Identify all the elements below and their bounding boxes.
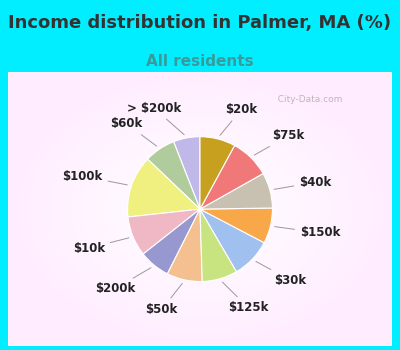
- Wedge shape: [200, 137, 234, 209]
- Wedge shape: [200, 174, 272, 209]
- Text: $150k: $150k: [275, 226, 340, 239]
- Text: $20k: $20k: [220, 103, 258, 135]
- Wedge shape: [148, 142, 200, 209]
- Text: $30k: $30k: [256, 261, 306, 287]
- Text: $100k: $100k: [62, 170, 127, 185]
- Wedge shape: [168, 209, 202, 281]
- Wedge shape: [200, 208, 272, 243]
- Wedge shape: [200, 146, 263, 209]
- Wedge shape: [143, 209, 200, 274]
- Text: City-Data.com: City-Data.com: [272, 95, 343, 104]
- Wedge shape: [128, 209, 200, 254]
- Text: $50k: $50k: [146, 284, 182, 316]
- Text: $40k: $40k: [274, 176, 332, 189]
- Text: $10k: $10k: [73, 238, 129, 254]
- Text: $75k: $75k: [254, 130, 304, 155]
- Text: All residents: All residents: [146, 54, 254, 69]
- Text: $60k: $60k: [110, 117, 157, 146]
- Wedge shape: [174, 137, 200, 209]
- Wedge shape: [200, 209, 236, 281]
- Text: > $200k: > $200k: [127, 102, 184, 135]
- Wedge shape: [200, 209, 264, 272]
- Text: $200k: $200k: [95, 268, 151, 295]
- Text: $125k: $125k: [222, 282, 269, 314]
- Wedge shape: [128, 159, 200, 217]
- Text: Income distribution in Palmer, MA (%): Income distribution in Palmer, MA (%): [8, 14, 392, 32]
